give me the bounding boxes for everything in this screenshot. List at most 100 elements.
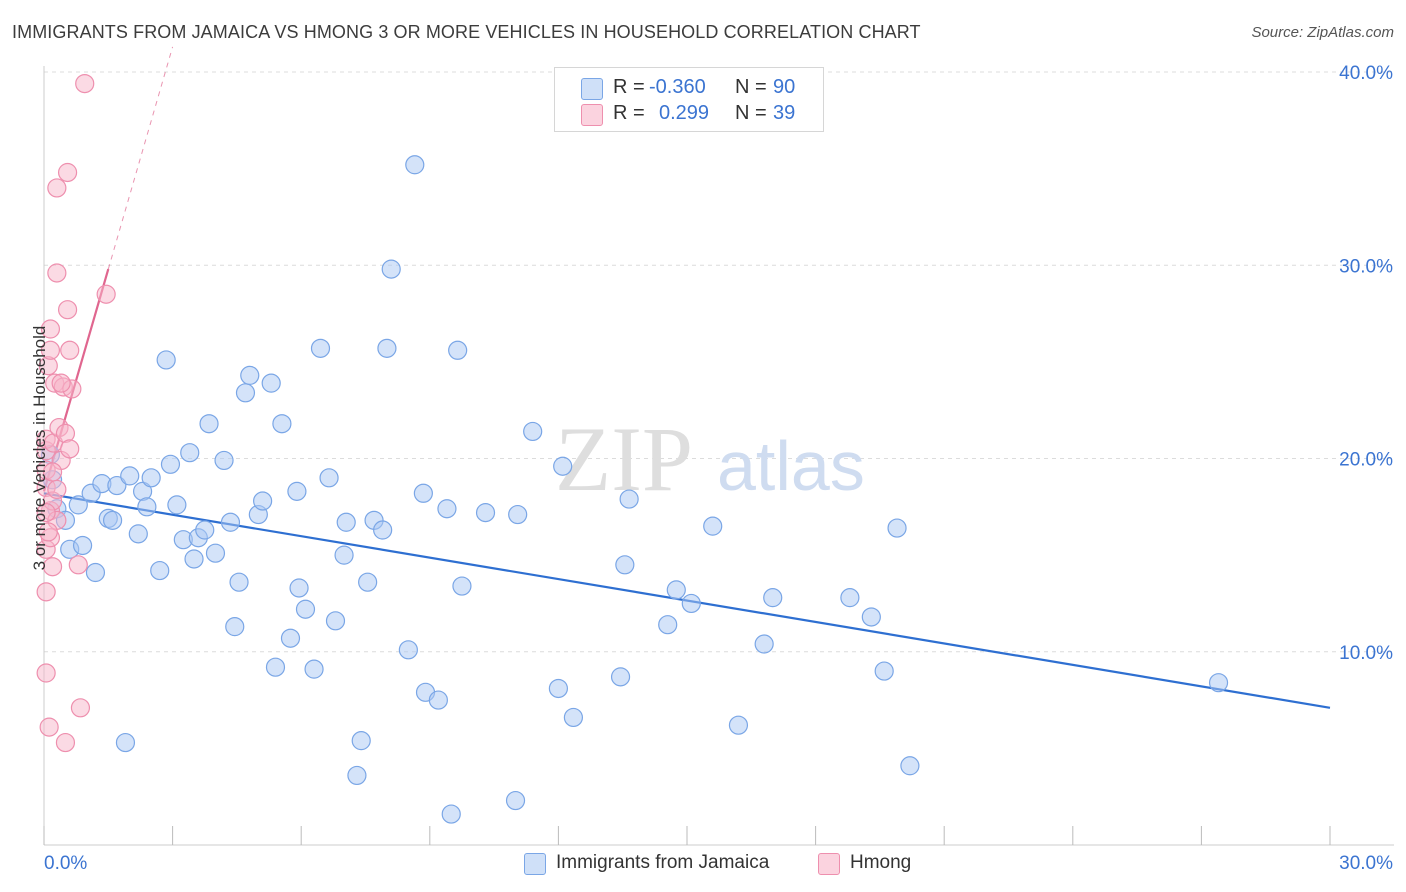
data-point bbox=[38, 522, 58, 542]
data-point bbox=[377, 338, 397, 358]
y-axis-title-wrap: 3 or more Vehicles in Household bbox=[18, 0, 49, 892]
data-point bbox=[437, 499, 457, 519]
data-point bbox=[128, 524, 148, 544]
data-point bbox=[619, 489, 639, 509]
data-point bbox=[36, 582, 56, 602]
data-point bbox=[304, 659, 324, 679]
y-tick-label: 30.0% bbox=[1339, 256, 1393, 277]
data-point bbox=[666, 580, 686, 600]
bottom-legend-swatch-jamaica bbox=[524, 853, 546, 875]
data-point bbox=[295, 599, 316, 619]
data-point bbox=[70, 698, 91, 718]
data-point bbox=[160, 454, 181, 474]
data-point bbox=[39, 717, 59, 737]
data-point bbox=[610, 667, 631, 687]
data-point bbox=[658, 615, 678, 635]
data-point bbox=[199, 414, 219, 434]
data-point bbox=[405, 155, 425, 175]
data-point bbox=[874, 661, 894, 681]
chart-title: IMMIGRANTS FROM JAMAICA VS HMONG 3 OR MO… bbox=[12, 22, 921, 42]
data-point bbox=[289, 578, 309, 598]
data-point bbox=[229, 572, 249, 592]
series-jamaica bbox=[40, 155, 1229, 824]
data-point bbox=[358, 572, 378, 592]
legend-r-value: -0.360 bbox=[649, 76, 706, 98]
y-axis-title: 3 or more Vehicles in Household bbox=[30, 325, 49, 571]
data-point bbox=[475, 503, 496, 523]
data-point bbox=[754, 634, 774, 654]
data-point bbox=[57, 162, 78, 183]
data-point bbox=[225, 617, 245, 637]
legend-n-label: N = bbox=[735, 76, 767, 98]
data-point bbox=[167, 495, 187, 515]
data-point bbox=[240, 365, 260, 386]
legend-r-label: R = bbox=[613, 76, 645, 98]
data-point bbox=[195, 520, 215, 540]
data-point bbox=[55, 732, 76, 753]
data-point bbox=[505, 790, 526, 811]
data-point bbox=[728, 715, 749, 735]
data-point bbox=[861, 607, 881, 627]
data-point bbox=[373, 520, 393, 540]
data-point bbox=[1208, 673, 1229, 693]
legend-r-value: 0.299 bbox=[659, 102, 710, 124]
data-point bbox=[68, 555, 88, 575]
watermark: ZIP atlas bbox=[555, 408, 865, 510]
data-point bbox=[253, 491, 273, 511]
data-point bbox=[107, 475, 127, 496]
data-point bbox=[42, 557, 63, 577]
data-point bbox=[60, 439, 80, 459]
data-point bbox=[523, 421, 543, 442]
data-point bbox=[60, 340, 80, 360]
data-point bbox=[220, 512, 241, 532]
data-point bbox=[96, 284, 116, 304]
trend-line-hmong-extension bbox=[107, 46, 174, 270]
data-point bbox=[156, 350, 176, 370]
legend-swatch-jamaica bbox=[581, 78, 603, 100]
data-point bbox=[85, 562, 106, 583]
data-point bbox=[75, 73, 95, 94]
data-point bbox=[47, 479, 67, 500]
data-point bbox=[452, 576, 472, 596]
data-point bbox=[68, 495, 88, 515]
x-tick-label: 30.0% bbox=[1339, 853, 1393, 874]
legend-r-label: R = bbox=[613, 102, 645, 124]
data-point bbox=[115, 732, 136, 753]
data-point bbox=[184, 549, 204, 569]
data-point bbox=[40, 319, 61, 339]
series-hmong bbox=[36, 73, 116, 753]
data-point bbox=[235, 383, 256, 403]
data-point bbox=[441, 804, 461, 824]
data-point bbox=[180, 443, 200, 463]
correlation-legend: R = -0.360 N = 90 R = 0.299 N = 39 bbox=[554, 67, 824, 132]
bottom-legend-label-jamaica: Immigrants from Jamaica bbox=[556, 852, 770, 873]
bottom-legend-swatch-hmong bbox=[818, 853, 840, 875]
source-credit: Source: ZipAtlas.com bbox=[1251, 24, 1394, 41]
legend-swatch-hmong bbox=[581, 104, 603, 126]
data-point bbox=[840, 588, 860, 608]
y-tick-label: 20.0% bbox=[1339, 450, 1393, 471]
data-point bbox=[272, 414, 292, 434]
data-point bbox=[703, 516, 723, 536]
data-point bbox=[398, 640, 418, 660]
data-point bbox=[325, 611, 346, 631]
data-point bbox=[553, 456, 573, 476]
data-point bbox=[265, 657, 286, 677]
data-point bbox=[141, 468, 161, 488]
data-point bbox=[319, 468, 339, 488]
data-point bbox=[47, 178, 67, 198]
y-tick-label: 10.0% bbox=[1339, 643, 1393, 664]
legend-n-value: 90 bbox=[773, 76, 796, 98]
tick-labels: 10.0% 20.0% 30.0% 40.0% 0.0% 30.0% bbox=[44, 63, 1393, 874]
legend-n-label: N = bbox=[735, 102, 767, 124]
data-point bbox=[51, 373, 71, 393]
data-point bbox=[287, 481, 307, 501]
gridlines bbox=[44, 71, 1394, 653]
data-point bbox=[310, 338, 331, 358]
y-tick-label: 40.0% bbox=[1339, 63, 1393, 84]
data-point bbox=[137, 497, 157, 517]
data-point bbox=[36, 663, 56, 683]
data-point bbox=[120, 466, 140, 486]
data-point bbox=[681, 593, 701, 614]
data-point bbox=[428, 690, 448, 710]
